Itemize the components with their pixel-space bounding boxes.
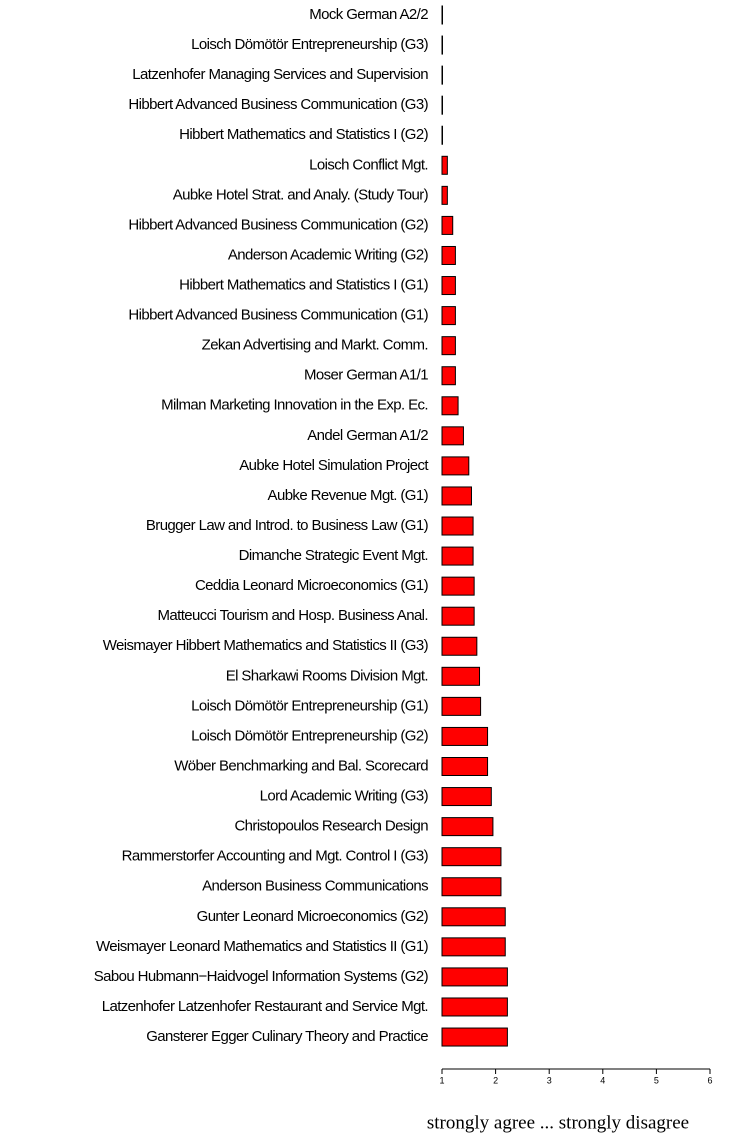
bar: [441, 787, 492, 807]
y-tick-label: Wöber Benchmarking and Bal. Scorecard: [174, 757, 428, 774]
y-tick-label: Andel German A1/2: [307, 427, 428, 444]
bar: [441, 696, 482, 716]
y-tick-label: Lord Academic Writing (G3): [260, 788, 429, 805]
bar: [441, 666, 481, 686]
x-tick-label: 6: [707, 1075, 712, 1085]
y-tick-label: Hibbert Advanced Business Communication …: [128, 307, 428, 324]
bar: [441, 606, 475, 626]
x-tick-label: 1: [439, 1075, 444, 1085]
bar: [441, 65, 443, 85]
y-tick-label: Gansterer Egger Culinary Theory and Prac…: [146, 1028, 428, 1045]
y-tick-label: Aubke Hotel Strat. and Analy. (Study Tou…: [173, 186, 429, 203]
y-tick-label: Loisch Dömötör Entrepreneurship (G2): [191, 727, 428, 744]
bar: [441, 726, 489, 746]
bar: [441, 636, 478, 656]
bar: [441, 245, 456, 265]
bar: [441, 967, 508, 987]
y-tick-label: Milman Marketing Innovation in the Exp. …: [161, 397, 428, 414]
y-tick-label: Dimanche Strategic Event Mgt.: [239, 547, 428, 564]
bar: [441, 456, 470, 476]
y-tick-label: El Sharkawi Rooms Division Mgt.: [226, 667, 428, 684]
y-tick-label: Hibbert Mathematics and Statistics I (G1…: [179, 277, 428, 294]
y-tick-label: Anderson Academic Writing (G2): [228, 246, 429, 263]
y-tick-label: Brugger Law and Introd. to Business Law …: [146, 517, 429, 534]
y-tick-label: Anderson Business Communications: [202, 878, 428, 895]
bar: [441, 336, 456, 356]
bar: [441, 276, 456, 296]
x-tick-label: 3: [547, 1075, 552, 1085]
y-tick-label: Moser German A1/1: [304, 367, 428, 384]
bar: [441, 817, 494, 837]
y-tick-label: Latzenhofer Managing Services and Superv…: [132, 66, 428, 83]
bar: [441, 847, 502, 867]
y-tick-label: Loisch Dömötör Entrepreneurship (G3): [191, 36, 428, 53]
bar: [441, 1027, 508, 1047]
bar: [441, 215, 454, 235]
y-tick-label: Matteucci Tourism and Hosp. Business Ana…: [157, 607, 428, 624]
x-tick-label: 2: [493, 1075, 498, 1085]
bar: [441, 396, 459, 416]
y-tick-label: Aubke Hotel Simulation Project: [239, 457, 429, 474]
y-tick-label: Zekan Advertising and Markt. Comm.: [202, 337, 428, 354]
y-tick-label: Loisch Conflict Mgt.: [309, 156, 428, 173]
bar: [441, 426, 464, 446]
bar: [441, 907, 506, 927]
bar: [441, 877, 502, 897]
bar: [441, 516, 474, 536]
bar: [441, 155, 448, 175]
y-tick-label: Ceddia Leonard Microeconomics (G1): [195, 577, 429, 594]
y-tick-label: Hibbert Advanced Business Communication …: [128, 96, 428, 113]
y-tick-label: Hibbert Advanced Business Communication …: [128, 216, 428, 233]
y-tick-label: Weismayer Leonard Mathematics and Statis…: [96, 938, 429, 955]
bar: [441, 997, 508, 1017]
y-tick-label: Mock German A2/2: [309, 6, 428, 23]
bar: [441, 5, 443, 25]
x-tick-label: 4: [600, 1075, 605, 1085]
bar: [441, 306, 456, 326]
bar: [441, 937, 506, 957]
y-tick-label: Gunter Leonard Microeconomics (G2): [197, 908, 429, 925]
y-tick-label: Weismayer Hibbert Mathematics and Statis…: [103, 637, 429, 654]
bar: [441, 366, 456, 386]
y-tick-label: Rammerstorfer Accounting and Mgt. Contro…: [122, 848, 429, 865]
bar: [441, 546, 474, 566]
y-tick-label: Loisch Dömötör Entrepreneurship (G1): [191, 697, 428, 714]
bar: [441, 35, 443, 55]
y-tick-label: Hibbert Mathematics and Statistics I (G2…: [179, 126, 428, 143]
x-tick-label: 5: [654, 1075, 659, 1085]
y-tick-label: Christopoulos Research Design: [234, 818, 428, 835]
bar: [441, 576, 475, 596]
bar: [441, 757, 489, 776]
y-tick-label: Latzenhofer Latzenhofer Restaurant and S…: [102, 998, 428, 1015]
x-axis-label: strongly agree ... strongly disagree: [427, 1112, 689, 1133]
bar: [441, 95, 443, 115]
bar: [441, 185, 448, 205]
bar: [441, 125, 443, 145]
y-tick-label: Aubke Revenue Mgt. (G1): [268, 487, 429, 504]
y-tick-label: Sabou Hubmann−Haidvogel Information Syst…: [94, 968, 429, 985]
bar: [441, 486, 472, 506]
